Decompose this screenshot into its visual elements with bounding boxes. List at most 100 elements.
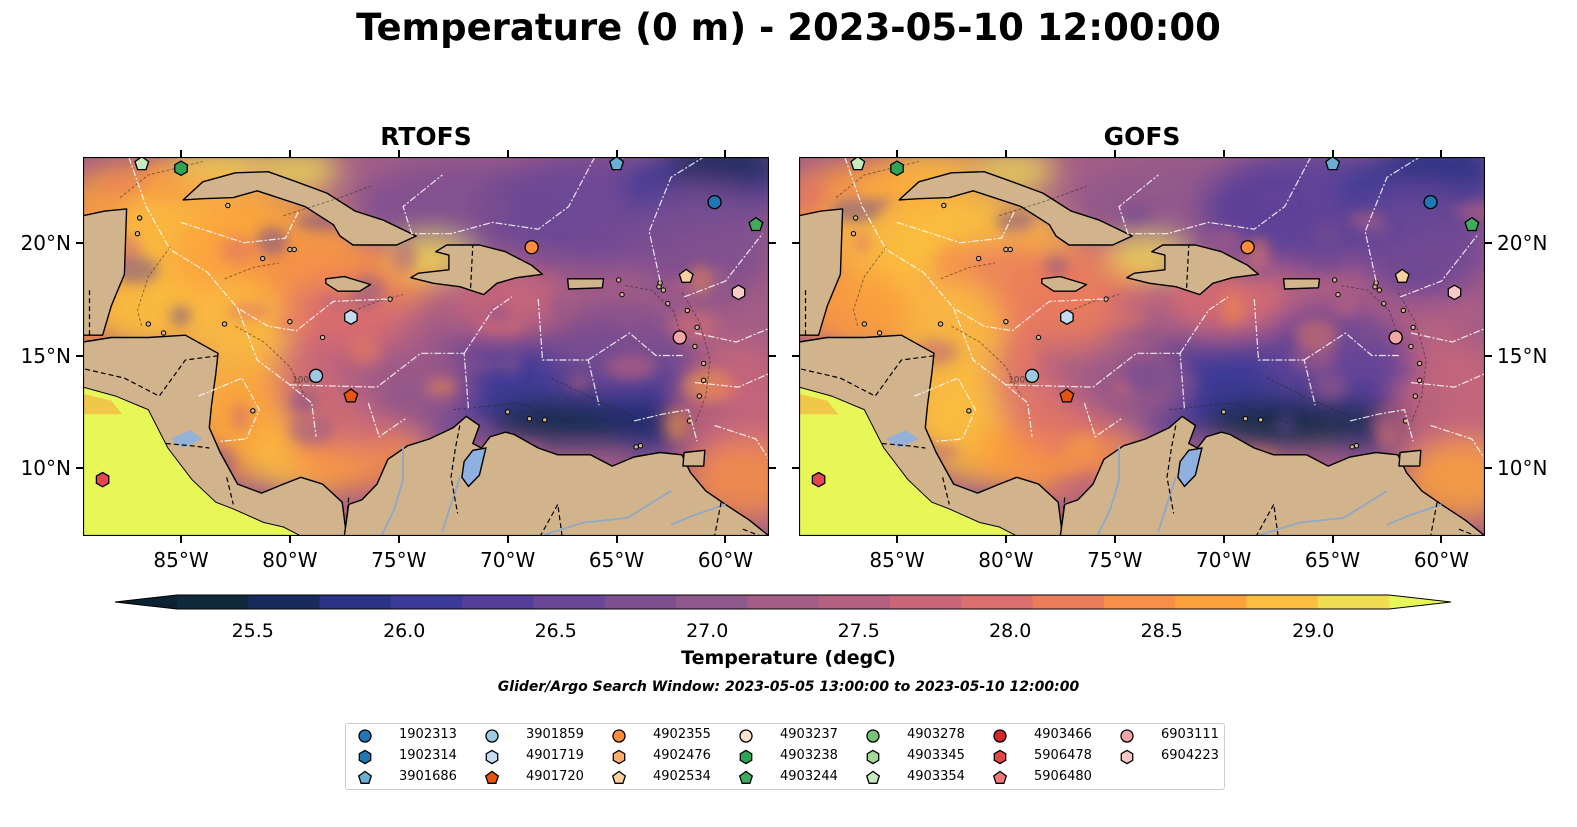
colorbar-label: Temperature (degC) bbox=[681, 647, 896, 669]
legend-marker-4901720 bbox=[484, 770, 500, 784]
hexagon-marker-icon bbox=[485, 749, 499, 765]
colorbar-segment bbox=[747, 595, 820, 609]
lon-tick-mark bbox=[1113, 536, 1116, 543]
lon-tick-mark bbox=[506, 536, 509, 543]
colorbar-segment bbox=[676, 595, 748, 609]
legend-label: 4903278 bbox=[907, 727, 965, 742]
colorbar-segment bbox=[1175, 595, 1248, 609]
colorbar bbox=[115, 594, 1451, 610]
colorbar-under-arrow bbox=[115, 595, 177, 609]
float-marker-4903238 bbox=[890, 160, 904, 177]
lon-tick-mark bbox=[397, 150, 400, 157]
rivers bbox=[1096, 445, 1442, 536]
legend-label: 4903237 bbox=[780, 727, 838, 742]
lon-tick-mark bbox=[1331, 536, 1334, 543]
lon-tick-label: 80°W bbox=[978, 548, 1034, 572]
lat-tick-mark bbox=[1485, 241, 1492, 244]
hexagon-marker-icon bbox=[1120, 749, 1134, 765]
lat-tick-mark bbox=[1485, 467, 1492, 470]
lat-tick-mark bbox=[76, 354, 83, 357]
lon-tick-mark bbox=[288, 536, 291, 543]
lat-tick-label: 15°N bbox=[1497, 343, 1548, 368]
lon-tick-mark bbox=[1222, 536, 1225, 543]
circle-marker-icon bbox=[358, 729, 372, 743]
hexagon-marker-icon bbox=[739, 749, 753, 765]
lat-tick-mark bbox=[769, 467, 776, 470]
legend-marker-4902534 bbox=[611, 770, 627, 784]
colorbar-tick-label: 26.0 bbox=[383, 620, 426, 642]
float-marker-6903111 bbox=[672, 330, 687, 345]
float-marker-5906478 bbox=[95, 471, 110, 488]
float-marker-4901720 bbox=[1059, 388, 1075, 403]
lon-tick-label: 60°W bbox=[1413, 548, 1470, 572]
lon-tick-label: 65°W bbox=[1304, 548, 1361, 572]
lon-tick-mark bbox=[896, 150, 898, 157]
lon-tick-mark bbox=[180, 150, 182, 157]
legend-marker-6904223 bbox=[1120, 749, 1134, 765]
legend-label: 6903111 bbox=[1161, 727, 1219, 742]
lon-tick-label: 75°W bbox=[371, 548, 427, 572]
pentagon-marker-icon bbox=[611, 770, 627, 784]
colorbar-segment bbox=[1317, 595, 1390, 609]
legend-marker-1902313 bbox=[358, 729, 372, 743]
lat-tick-mark bbox=[1485, 354, 1492, 357]
legend-marker-1902314 bbox=[358, 749, 372, 765]
lon-tick-mark bbox=[896, 536, 898, 543]
lon-tick-mark bbox=[1004, 150, 1007, 157]
search-window-text: Glider/Argo Search Window: 2023-05-05 13… bbox=[497, 679, 1080, 695]
legend-label: 6904223 bbox=[1161, 748, 1219, 763]
colorbar-tick-label: 27.5 bbox=[837, 620, 880, 642]
colorbar-segment bbox=[604, 595, 677, 609]
lon-tick-mark bbox=[615, 536, 618, 543]
float-marker-4902534 bbox=[1394, 268, 1410, 283]
float-marker-3901686 bbox=[1325, 157, 1341, 171]
float-marker-4903354 bbox=[134, 157, 150, 171]
lon-tick-mark bbox=[288, 150, 291, 157]
float-marker-4903354 bbox=[850, 157, 866, 171]
float-markers bbox=[95, 157, 764, 488]
legend-marker-4903244 bbox=[738, 770, 754, 784]
circle-marker-icon bbox=[866, 729, 880, 743]
lat-tick-mark bbox=[792, 241, 799, 244]
legend-label: 5906480 bbox=[1034, 769, 1092, 784]
lon-tick-label: 80°W bbox=[262, 548, 318, 572]
legend-label: 4902355 bbox=[653, 727, 711, 742]
float-marker-4902534 bbox=[678, 268, 694, 283]
legend-marker-4903354 bbox=[865, 770, 881, 784]
colorbar-segment bbox=[818, 595, 891, 609]
lat-tick-mark bbox=[769, 354, 776, 357]
colorbar-tick-label: 28.5 bbox=[1140, 620, 1183, 642]
pentagon-marker-icon bbox=[865, 770, 881, 784]
float-marker-5906478 bbox=[811, 471, 826, 488]
circle-marker-icon bbox=[739, 729, 753, 743]
legend-label: 4903238 bbox=[780, 748, 838, 763]
lon-tick-mark bbox=[1440, 150, 1443, 157]
hexagon-marker-icon bbox=[993, 749, 1007, 765]
lon-tick-mark bbox=[1113, 150, 1116, 157]
lon-tick-mark bbox=[615, 150, 618, 157]
colorbar-segment bbox=[248, 595, 321, 609]
legend-marker-6903111 bbox=[1120, 729, 1134, 743]
legend-marker-4903237 bbox=[739, 729, 753, 743]
colorbar-segment bbox=[1032, 595, 1105, 609]
lat-tick-mark bbox=[76, 467, 83, 470]
colorbar-segment bbox=[319, 595, 392, 609]
legend-label: 4901720 bbox=[526, 769, 584, 784]
colorbar-segment bbox=[961, 595, 1034, 609]
float-markers bbox=[811, 157, 1480, 488]
lon-tick-label: 65°W bbox=[588, 548, 645, 572]
colorbar-tick-label: 29.0 bbox=[1292, 620, 1335, 642]
lat-tick-mark bbox=[76, 241, 83, 244]
contour-label: 1000 bbox=[1008, 376, 1031, 386]
circle-marker-icon bbox=[993, 729, 1007, 743]
rivers bbox=[380, 445, 726, 536]
lon-tick-label: 70°W bbox=[1196, 548, 1252, 572]
legend-marker-3901686 bbox=[357, 770, 373, 784]
colorbar-segment bbox=[533, 595, 606, 609]
legend-label: 3901859 bbox=[526, 727, 584, 742]
gofs-map: 1000 bbox=[799, 157, 1485, 536]
lon-tick-mark bbox=[724, 150, 727, 157]
lat-tick-mark bbox=[792, 354, 799, 357]
legend-label: 5906478 bbox=[1034, 748, 1092, 763]
lon-tick-label: 60°W bbox=[697, 548, 754, 572]
